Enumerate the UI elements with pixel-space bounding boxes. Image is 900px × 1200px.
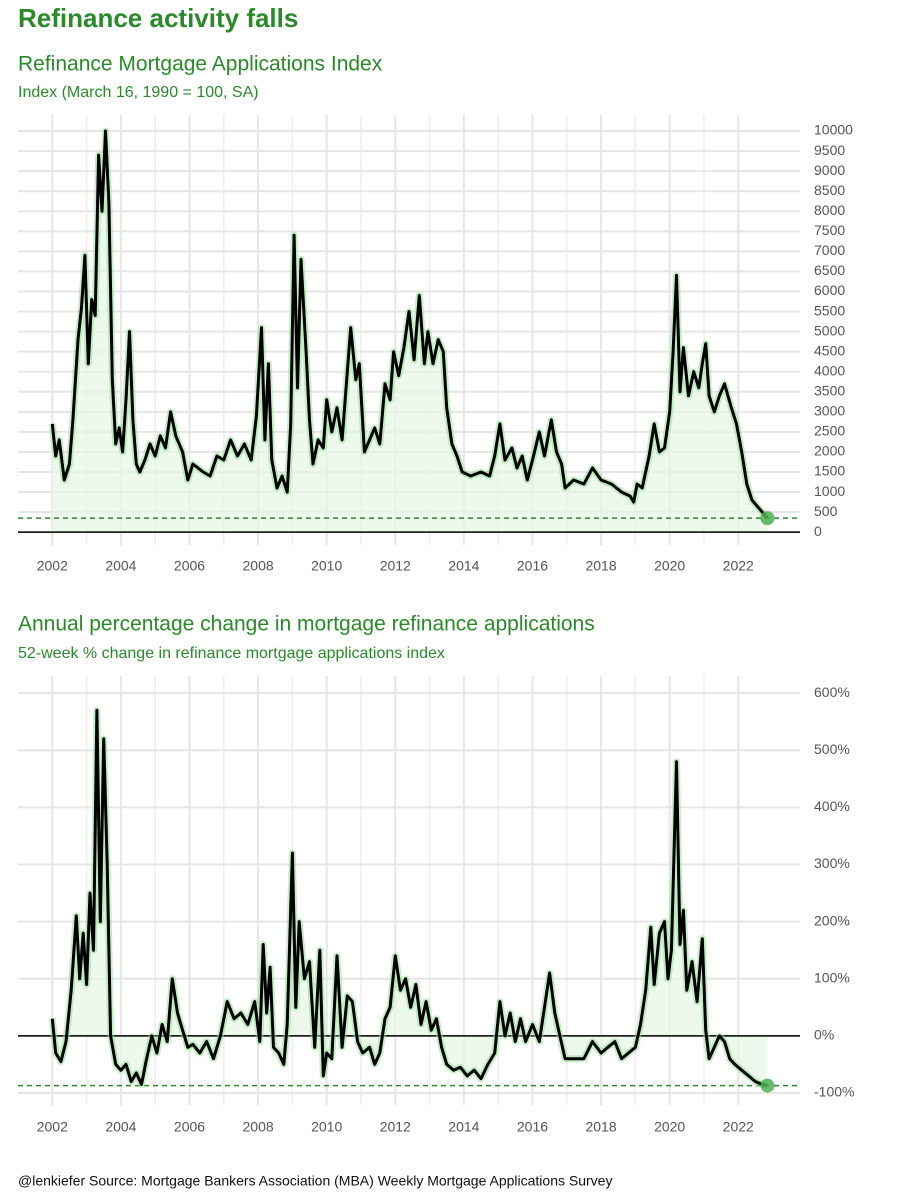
y-tick-label: 9000 (814, 162, 845, 178)
y-tick-label: 8000 (814, 202, 845, 218)
y-tick-label: 0% (814, 1027, 834, 1043)
y-tick-label: 4000 (814, 362, 845, 378)
y-tick-label: 5500 (814, 302, 845, 318)
x-tick-label: 2010 (311, 558, 342, 574)
chart-title: Annual percentage change in mortgage ref… (18, 613, 595, 636)
chart-title: Refinance Mortgage Applications Index (18, 53, 383, 76)
y-tick-label: 9500 (814, 142, 845, 158)
y-tick-label: 2500 (814, 423, 845, 439)
x-tick-label: 2018 (585, 1119, 616, 1135)
y-tick-label: 3000 (814, 403, 845, 419)
x-tick-label: 2008 (243, 558, 274, 574)
y-tick-label: 500% (814, 741, 850, 757)
x-tick-label: 2012 (380, 558, 411, 574)
x-tick-label: 2022 (723, 558, 754, 574)
x-tick-label: 2002 (37, 1119, 68, 1135)
y-tick-label: 1000 (814, 483, 845, 499)
x-tick-label: 2004 (105, 558, 136, 574)
y-tick-label: 200% (814, 912, 850, 928)
last-point (760, 511, 775, 526)
x-tick-label: 2010 (311, 1119, 342, 1135)
x-tick-label: 2008 (243, 1119, 274, 1135)
y-tick-label: 6500 (814, 262, 845, 278)
y-tick-label: 2000 (814, 443, 845, 459)
y-tick-label: 400% (814, 798, 850, 814)
chart-subtitle: 52-week % change in refinance mortgage a… (18, 645, 445, 662)
line (50, 708, 768, 1088)
y-tick-label: -100% (814, 1084, 854, 1100)
y-tick-label: 300% (814, 855, 850, 871)
x-tick-label: 2014 (448, 1119, 479, 1135)
x-tick-label: 2006 (174, 558, 205, 574)
x-tick-label: 2014 (448, 558, 479, 574)
x-tick-label: 2016 (517, 558, 548, 574)
y-tick-label: 7000 (814, 242, 845, 258)
x-tick-label: 2020 (654, 1119, 685, 1135)
y-tick-label: 6000 (814, 282, 845, 298)
y-tick-label: 10000 (814, 122, 853, 138)
x-tick-label: 2012 (380, 1119, 411, 1135)
line (50, 129, 769, 520)
y-tick-label: 1500 (814, 463, 845, 479)
x-tick-label: 2006 (174, 1119, 205, 1135)
chart-subtitle: Index (March 16, 1990 = 100, SA) (18, 84, 259, 101)
y-tick-label: 600% (814, 684, 850, 700)
page-title: Refinance activity falls (18, 3, 298, 33)
y-tick-label: 100% (814, 969, 850, 985)
y-tick-label: 4500 (814, 342, 845, 358)
y-tick-label: 8500 (814, 182, 845, 198)
caption: @lenkiefer Source: Mortgage Bankers Asso… (18, 1173, 612, 1189)
x-tick-label: 2018 (585, 558, 616, 574)
y-tick-label: 7500 (814, 222, 845, 238)
x-tick-label: 2002 (37, 558, 68, 574)
y-tick-label: 0 (814, 523, 822, 539)
last-point (760, 1078, 775, 1093)
x-tick-label: 2016 (517, 1119, 548, 1135)
x-tick-label: 2020 (654, 558, 685, 574)
x-tick-label: 2022 (723, 1119, 754, 1135)
y-tick-label: 5000 (814, 322, 845, 338)
x-tick-label: 2004 (105, 1119, 136, 1135)
y-tick-label: 500 (814, 503, 838, 519)
y-tick-label: 3500 (814, 382, 845, 398)
